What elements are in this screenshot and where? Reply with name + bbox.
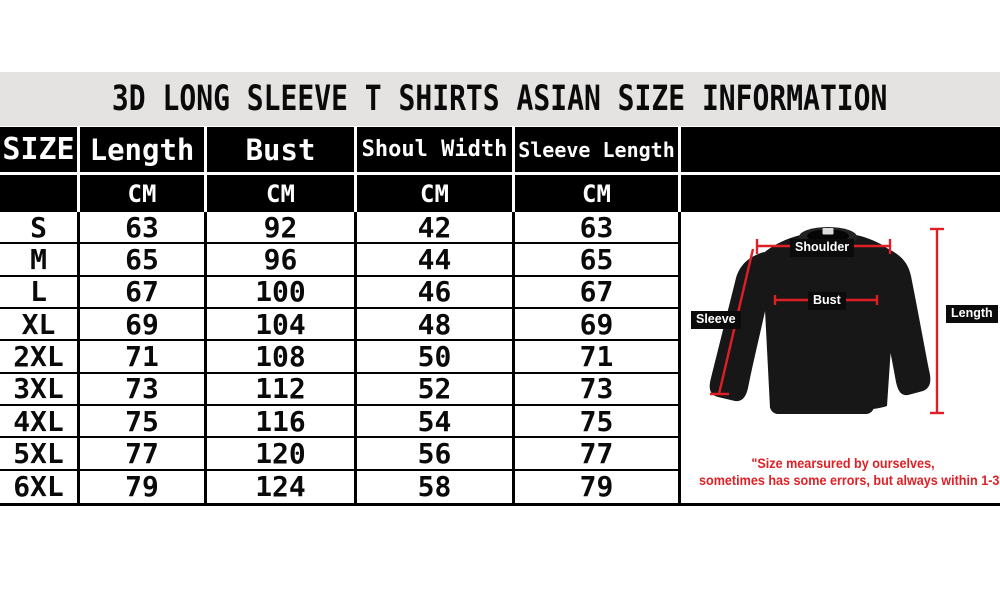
table-row: 5XL 77 120 56 77 [0,437,681,471]
table-unit-row: CM CM CM CM [0,175,678,212]
table-header-row: SIZE Length Bust Shoul Width Sleeve Leng… [0,127,678,172]
measurement-disclaimer: "Size mearsured by ourselves, sometimes … [699,455,1000,489]
measurement-value-cell: 63 [515,211,681,245]
measurement-value-cell: 75 [80,405,207,439]
size-label-cell: 6XL [0,470,80,503]
table-row: XL 69 104 48 69 [0,308,681,342]
measurement-value-cell: 69 [80,308,207,342]
measurement-value-cell: 65 [80,243,207,277]
size-label-cell: L [0,275,80,309]
unit-cell-sleeve: CM [515,175,678,212]
measurement-value-cell: 46 [357,275,515,309]
measurement-value-cell: 67 [80,275,207,309]
unit-cell-shoulder: CM [357,175,512,212]
table-row: 3XL 73 112 52 73 [0,372,681,406]
measurement-value-cell: 71 [515,340,681,374]
measurement-value-cell: 65 [515,243,681,277]
collar-tag [822,228,834,235]
size-label-cell: 4XL [0,405,80,439]
col-header-bust: Bust [207,127,354,172]
col-header-shoulder-width: Shoul Width [357,127,512,172]
measurement-value-cell: 104 [207,308,357,342]
measurement-value-cell: 96 [207,243,357,277]
col-header-size: SIZE [0,127,77,172]
size-label-cell: M [0,243,80,277]
measurement-value-cell: 56 [357,437,515,471]
table-row: S 63 92 42 63 [0,211,681,245]
col-header-length: Length [80,127,204,172]
unit-black-extension [681,175,1000,212]
table-row: 4XL 75 116 54 75 [0,405,681,439]
bust-measure-label: Bust [808,292,846,310]
measurement-value-cell: 92 [207,211,357,245]
measurement-value-cell: 58 [357,470,515,503]
measurement-value-cell: 52 [357,372,515,406]
measurement-value-cell: 100 [207,275,357,309]
size-label-cell: 3XL [0,372,80,406]
measurement-value-cell: 48 [357,308,515,342]
measurement-value-cell: 116 [207,405,357,439]
table-bottom-rule [0,503,1000,506]
measurement-value-cell: 112 [207,372,357,406]
size-label-cell: S [0,211,80,245]
measurement-value-cell: 79 [515,470,681,503]
measurement-value-cell: 73 [515,372,681,406]
measurement-value-cell: 69 [515,308,681,342]
table-row: 2XL 71 108 50 71 [0,340,681,374]
measurement-value-cell: 124 [207,470,357,503]
measurement-value-cell: 79 [80,470,207,503]
shoulder-measure-label: Shoulder [790,239,855,257]
measurement-value-cell: 77 [80,437,207,471]
measurement-value-cell: 50 [357,340,515,374]
measurement-value-cell: 77 [515,437,681,471]
measurement-value-cell: 42 [357,211,515,245]
table-row: L 67 100 46 67 [0,275,681,309]
measurement-value-cell: 108 [207,340,357,374]
measurement-value-cell: 75 [515,405,681,439]
measurement-value-cell: 71 [80,340,207,374]
unit-cell-bust: CM [207,175,354,212]
measurement-value-cell: 44 [357,243,515,277]
measurement-value-cell: 54 [357,405,515,439]
measurement-value-cell: 73 [80,372,207,406]
unit-cell-empty [0,175,77,212]
measurement-value-cell: 63 [80,211,207,245]
size-label-cell: 2XL [0,340,80,374]
col-header-sleeve-length: Sleeve Length [515,127,678,172]
title-band: 3D LONG SLEEVE T SHIRTS ASIAN SIZE INFOR… [0,72,1000,126]
unit-cell-length: CM [80,175,204,212]
length-measure-label: Length [946,305,998,323]
disclaimer-line-2: sometimes has some errors, but always wi… [699,472,1000,488]
page-title: 3D LONG SLEEVE T SHIRTS ASIAN SIZE INFOR… [112,79,888,119]
size-table-body: S 63 92 42 63 M 65 96 44 65 L 67 100 46 67 XL 69 104 48 69 2… [0,211,681,503]
measurement-value-cell: 120 [207,437,357,471]
table-row: M 65 96 44 65 [0,243,681,277]
header-black-extension [681,127,1000,172]
table-row: 6XL 79 124 58 79 [0,470,681,503]
size-label-cell: XL [0,308,80,342]
size-label-cell: 5XL [0,437,80,471]
sleeve-measure-label: Sleeve [691,311,741,329]
disclaimer-line-1: "Size mearsured by ourselves, [751,455,935,471]
measurement-value-cell: 67 [515,275,681,309]
